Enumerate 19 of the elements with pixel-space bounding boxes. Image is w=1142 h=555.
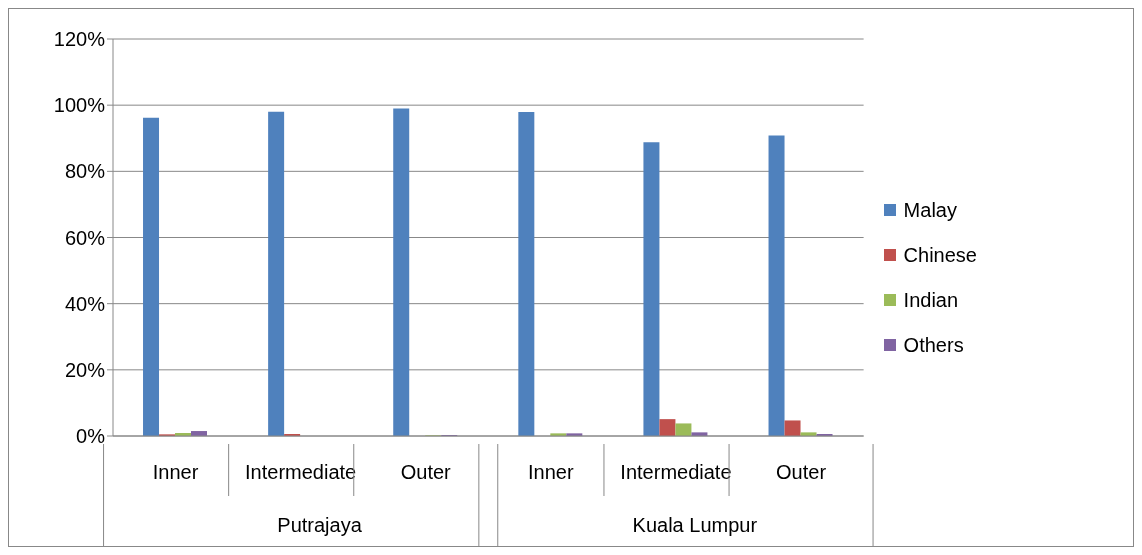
y-tick-label: 80%	[64, 160, 106, 183]
y-tick-label: 100%	[53, 94, 106, 117]
y-tick-label: 60%	[64, 226, 106, 249]
text: Putrajaya	[277, 514, 363, 536]
legend-label: Others	[903, 333, 964, 357]
y-tick-label: 120%	[53, 28, 106, 51]
x-tick-label: Outer	[776, 461, 827, 483]
x-tick-label: Outer	[400, 461, 452, 483]
legend-label: Chinese	[903, 243, 977, 267]
legend-label: Malay	[903, 198, 957, 222]
text: Kuala Lumpur	[632, 514, 758, 536]
x-tick-label: Intermediate	[620, 461, 732, 483]
y-tick-label: 0%	[76, 425, 106, 448]
x-tick-label: Inner	[528, 461, 574, 483]
y-tick-label: 20%	[64, 358, 106, 381]
x-tick-label: Inner	[152, 461, 199, 483]
legend-label: Indian	[903, 288, 959, 312]
y-tick-label: 40%	[64, 292, 106, 315]
x-tick-label: Intermediate	[245, 461, 357, 483]
